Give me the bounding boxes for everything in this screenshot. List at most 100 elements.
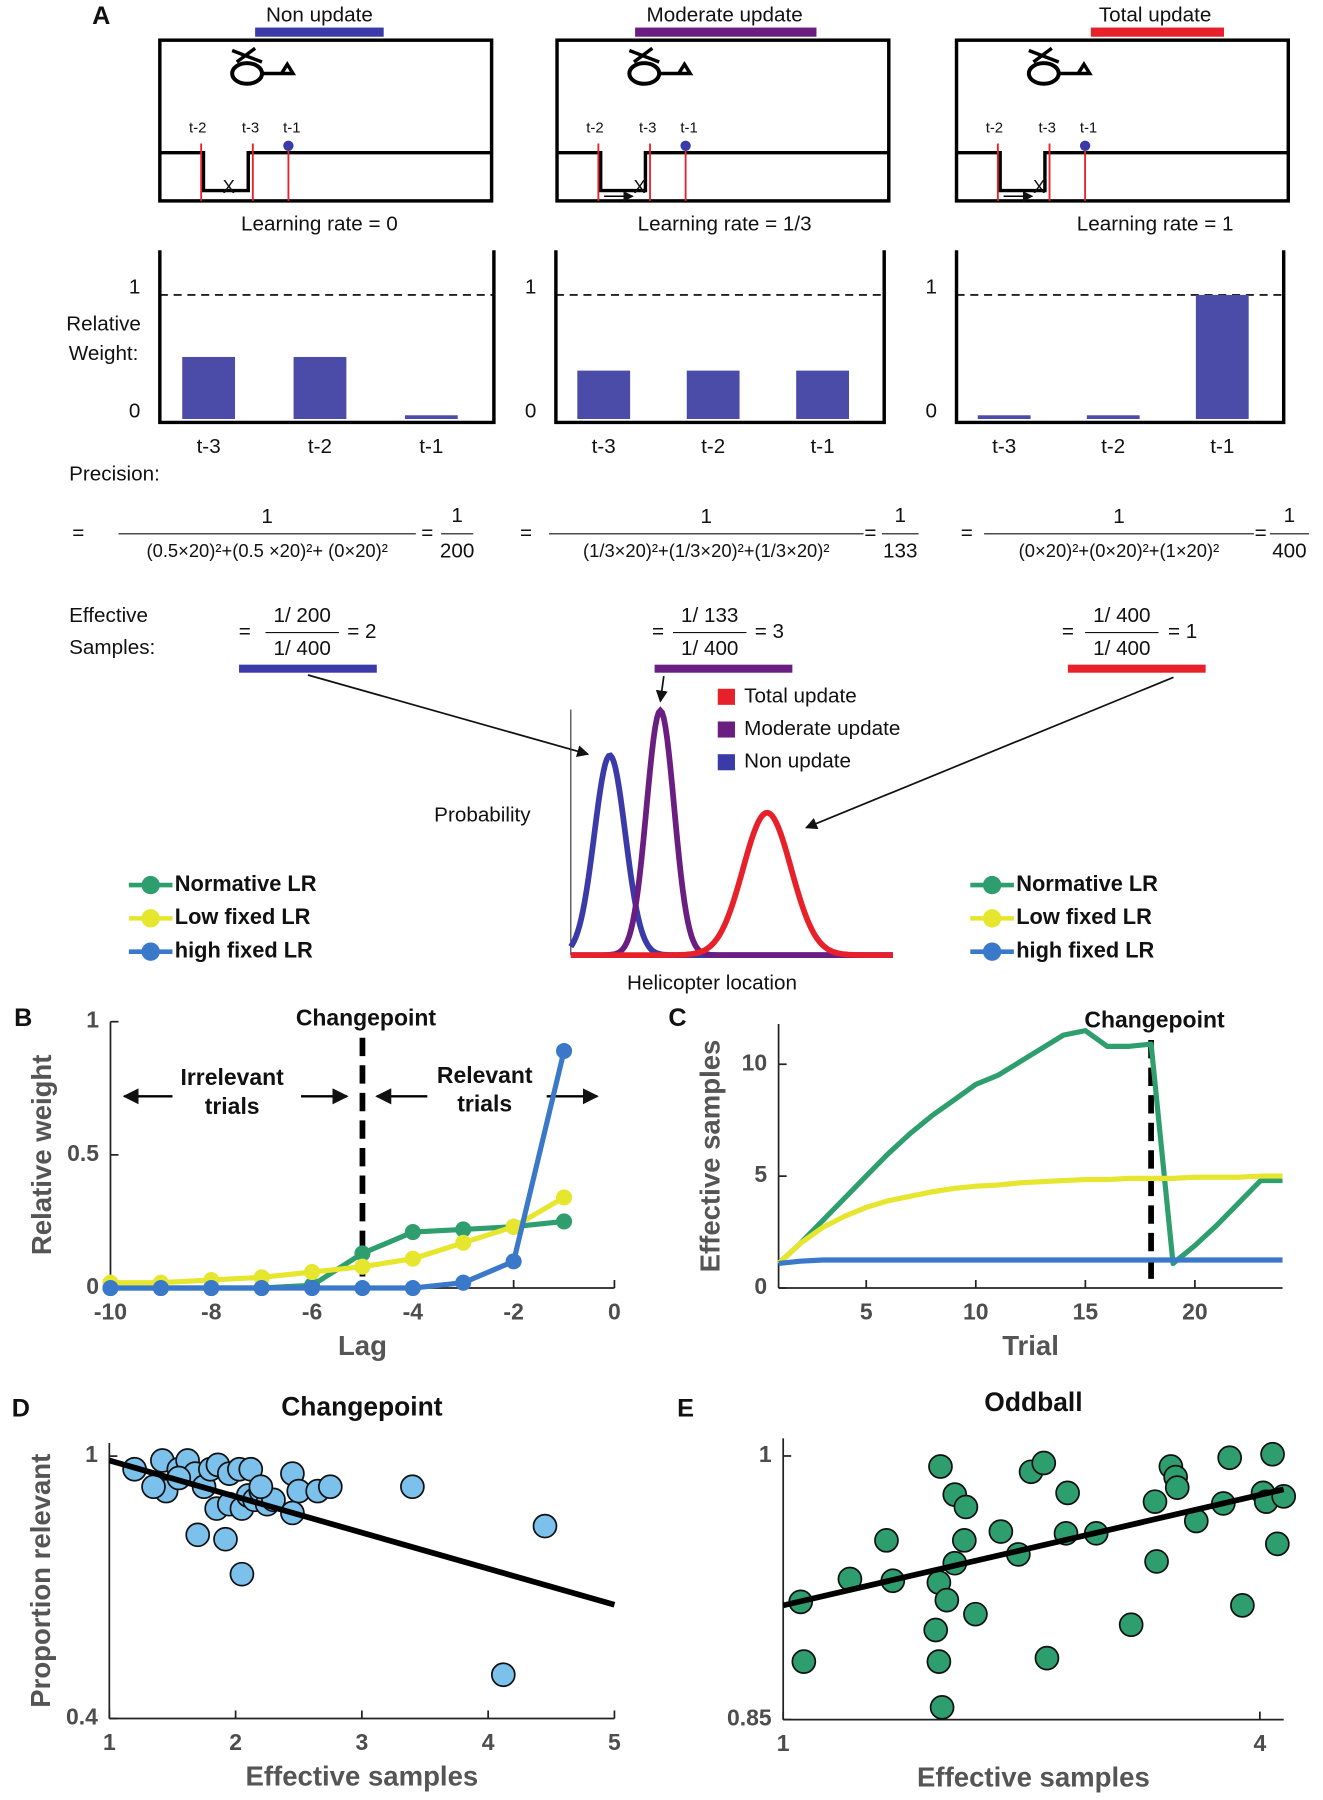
legend-marker [982, 875, 1002, 895]
density-curve [570, 706, 893, 958]
legend-label: high fixed LR [1016, 937, 1154, 962]
frame [554, 250, 886, 425]
time-label: t-1 [680, 120, 697, 137]
denominator: 1/ 400 [1093, 637, 1150, 660]
y-axis-label: Relative weight [26, 1055, 57, 1256]
series-line [110, 1195, 566, 1286]
box [158, 38, 494, 203]
point [1217, 1445, 1243, 1471]
equals: = [421, 521, 433, 544]
series-marker [102, 1279, 119, 1297]
point [963, 1601, 988, 1627]
y-tick-label: 5 [754, 1161, 767, 1187]
series-marker [404, 1279, 421, 1297]
x-tick-label: t-3 [592, 435, 616, 458]
box-label: Non update [266, 4, 373, 27]
series-line [776, 1173, 1283, 1266]
y-axis-label: Effective samples [694, 1040, 725, 1273]
series-marker [455, 1274, 472, 1291]
box [954, 38, 1291, 203]
time-label: t-3 [1039, 120, 1056, 137]
annotation: Changepoint [296, 1004, 437, 1030]
point [923, 1617, 949, 1643]
result-numerator: 1 [1284, 504, 1296, 527]
outcome-dot [283, 140, 294, 151]
helicopter-body [627, 61, 662, 86]
point [141, 1474, 166, 1500]
result-numerator: 1 [451, 504, 463, 527]
box-label: Total update [1099, 4, 1212, 27]
series-line [778, 1257, 1283, 1267]
legend-label: Low fixed LR [175, 904, 311, 929]
series-marker [556, 1189, 573, 1206]
point [1055, 1480, 1080, 1506]
annotation: Relevant [437, 1062, 533, 1088]
y-axis-label: Weight: [69, 342, 139, 365]
box [555, 38, 891, 203]
point [1260, 1441, 1285, 1467]
point [934, 1587, 960, 1613]
panel-label: B [14, 1004, 32, 1032]
annotation: Irrelevant [181, 1064, 285, 1090]
series-marker [304, 1279, 321, 1297]
label-bar [1090, 27, 1224, 37]
panel-label: C [668, 1004, 686, 1032]
result: = 1 [1168, 620, 1197, 643]
y-tick-label: 0 [129, 400, 141, 423]
numerator: 1 [1113, 505, 1125, 528]
ground [557, 150, 889, 193]
point [791, 1649, 817, 1674]
point [1230, 1593, 1255, 1618]
fit-line [782, 1486, 1285, 1609]
point [490, 1662, 516, 1688]
x-tick-label: 1 [777, 1730, 790, 1756]
x-tick-label: -10 [94, 1298, 127, 1324]
x-tick-label: t-1 [811, 435, 835, 458]
denominator: (0×20)²+(0×20)²+(1×20)² [1019, 540, 1220, 561]
annotation: Changepoint [1084, 1007, 1225, 1033]
series-marker [455, 1221, 472, 1238]
y-axis-label: Proportion relevant [25, 1454, 56, 1708]
bar [182, 356, 236, 420]
precision-label: Precision: [69, 463, 160, 486]
series-marker [354, 1245, 371, 1262]
y-tick-label: 0.85 [727, 1705, 772, 1731]
y-tick-label: 1 [926, 275, 938, 298]
label-bar [635, 27, 817, 37]
x-tick-label: -6 [302, 1298, 322, 1324]
series-line [776, 1028, 1283, 1267]
legend-swatch [717, 688, 735, 705]
x-tick-label: t-2 [1101, 435, 1125, 458]
x-axis-label: Lag [338, 1330, 387, 1361]
panel-label: A [92, 2, 110, 30]
y-tick-label: 1 [759, 1441, 772, 1467]
outcome-dot [1079, 140, 1091, 151]
series-marker [505, 1253, 522, 1270]
series-marker [152, 1279, 169, 1297]
annotation: trials [205, 1093, 260, 1119]
legend-label: Normative LR [1016, 871, 1158, 896]
arrow [307, 674, 590, 758]
point [874, 1528, 899, 1553]
ground [956, 150, 1289, 193]
point [400, 1474, 425, 1500]
legend-swatch [717, 721, 735, 738]
legend-label: Non update [744, 750, 851, 773]
legend-marker [982, 909, 1002, 928]
series-marker [404, 1224, 421, 1241]
x-tick-label: t-3 [197, 435, 221, 458]
x-tick-label: -4 [403, 1298, 424, 1324]
y-tick-label: 1 [129, 275, 141, 298]
y-tick-label: 10 [742, 1049, 768, 1075]
equals: = [520, 521, 532, 544]
annotation: trials [457, 1091, 512, 1117]
x-tick-label: 5 [860, 1298, 873, 1324]
denominator: (1/3×20)²+(1/3×20)²+(1/3×20)² [583, 540, 829, 561]
x-tick-label: t-2 [701, 435, 725, 458]
y-tick-label: 0 [754, 1273, 767, 1299]
y-tick-label: 1 [85, 1441, 98, 1467]
point [1142, 1489, 1168, 1515]
prediction-marker: X [1033, 176, 1045, 197]
equals: = [72, 521, 84, 544]
legend-marker [982, 942, 1002, 961]
